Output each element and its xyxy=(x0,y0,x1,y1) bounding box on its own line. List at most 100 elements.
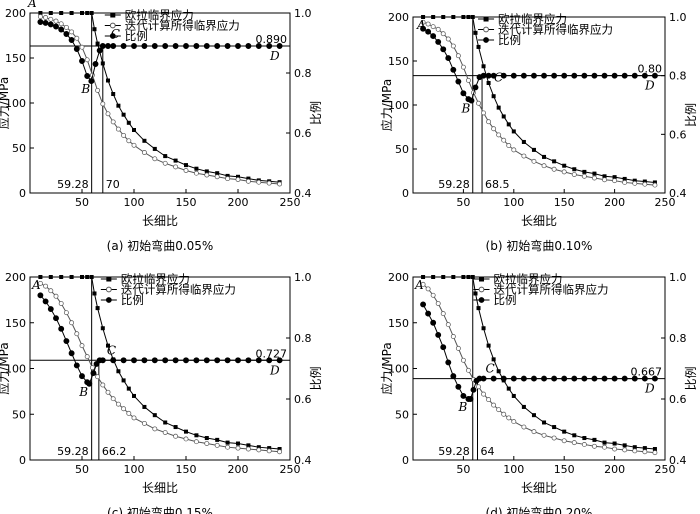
point-iterative xyxy=(435,301,441,306)
point-euler xyxy=(89,11,94,16)
point-iterative xyxy=(141,150,147,155)
lambda-c-label: 66.2 xyxy=(102,445,127,458)
point-ratio xyxy=(631,72,638,79)
point-ratio xyxy=(641,72,648,79)
point-euler xyxy=(441,15,446,20)
y-left-axis-label: 应力/MPa xyxy=(0,342,11,394)
point-iterative xyxy=(501,137,507,143)
y-right-tick-label: 0.4 xyxy=(294,187,312,200)
point-ratio xyxy=(92,61,99,67)
point-ratio xyxy=(224,43,231,49)
x-tick-label: 150 xyxy=(176,463,197,476)
point-iterative xyxy=(440,31,446,37)
x-tick-label: 100 xyxy=(503,196,524,209)
point-label-D: D xyxy=(644,382,655,396)
point-ratio xyxy=(63,338,70,344)
point-label-C: C xyxy=(107,343,116,357)
y-right-tick-label: 0.8 xyxy=(294,332,312,345)
point-iterative xyxy=(551,166,557,172)
point-iterative xyxy=(602,177,607,183)
point-iterative xyxy=(84,57,90,63)
point-euler xyxy=(106,78,111,83)
point-euler xyxy=(236,441,241,446)
point-iterative xyxy=(561,438,567,444)
point-ratio xyxy=(235,357,241,364)
point-euler xyxy=(421,15,426,20)
point-euler xyxy=(441,274,446,279)
point-iterative xyxy=(460,64,466,70)
point-euler xyxy=(152,146,157,151)
point-euler xyxy=(582,436,587,441)
point-euler xyxy=(89,274,94,279)
point-iterative xyxy=(632,448,638,454)
point-iterative xyxy=(531,429,537,435)
point-iterative xyxy=(455,53,461,59)
point-iterative xyxy=(152,426,158,432)
point-iterative xyxy=(571,440,577,446)
point-ratio xyxy=(430,33,437,40)
point-iterative xyxy=(511,147,517,153)
point-iterative xyxy=(491,126,497,132)
point-ratio xyxy=(460,90,467,97)
point-iterative xyxy=(541,163,547,169)
point-label-D: D xyxy=(269,49,280,63)
point-iterative xyxy=(652,450,658,456)
chart-caption: (c) 初始弯曲0.15% xyxy=(107,505,213,514)
y-right-axis-label: 比例 xyxy=(684,103,698,127)
point-iterative xyxy=(235,177,241,182)
y-left-tick-label: 150 xyxy=(388,55,409,68)
y-right-tick-label: 0.8 xyxy=(294,67,312,80)
legend-label: 迭代计算所得临界应力 xyxy=(494,283,609,297)
lambda-c-label: 64 xyxy=(481,445,495,458)
point-label-A: A xyxy=(414,278,424,292)
y-left-tick-label: 50 xyxy=(12,142,26,155)
y-left-tick-label: 0 xyxy=(402,187,409,200)
chart-panel-3: 50 100 150 200 250 0 50 100 150 200 0.4 0.6 0.8 1.0 长细… xyxy=(0,271,323,514)
point-ratio xyxy=(435,332,442,338)
point-ratio xyxy=(193,43,200,49)
point-ratio xyxy=(84,73,91,79)
x-tick-label: 100 xyxy=(124,463,145,476)
y-left-tick-label: 0 xyxy=(402,454,409,467)
point-euler xyxy=(592,437,597,442)
point-ratio xyxy=(500,72,507,79)
point-iterative xyxy=(225,444,231,450)
y-right-tick-label: 1.0 xyxy=(669,11,687,24)
point-iterative xyxy=(511,419,517,425)
point-ratio xyxy=(611,72,618,79)
point-euler xyxy=(100,61,105,66)
point-euler xyxy=(204,436,209,441)
point-iterative xyxy=(521,424,527,430)
point-euler xyxy=(612,441,617,446)
lambda-p-label: 59.28 xyxy=(438,178,470,191)
point-euler xyxy=(126,386,131,391)
point-ratio xyxy=(214,43,221,49)
legend-label: 比例 xyxy=(125,29,148,43)
point-euler xyxy=(111,92,116,97)
point-euler xyxy=(511,129,516,134)
y-right-tick-label: 0.4 xyxy=(669,454,687,467)
y-left-tick-label: 50 xyxy=(12,408,26,421)
point-ratio xyxy=(172,43,179,49)
point-iterative xyxy=(48,16,54,22)
lambda-p-label: 59.28 xyxy=(57,445,89,458)
point-ratio xyxy=(42,298,49,305)
point-euler xyxy=(421,274,426,279)
point-iterative xyxy=(591,175,597,181)
point-euler xyxy=(542,154,547,159)
point-ratio xyxy=(472,84,479,91)
legend-marker xyxy=(105,286,112,293)
point-ratio xyxy=(120,43,127,49)
series-line-euler xyxy=(423,16,655,183)
point-ratio xyxy=(500,375,507,382)
point-euler xyxy=(80,11,85,16)
point-iterative xyxy=(126,138,132,144)
y-left-tick-label: 50 xyxy=(395,408,409,421)
point-euler xyxy=(225,440,230,445)
point-ratio xyxy=(425,28,432,35)
point-ratio xyxy=(485,72,492,79)
point-euler xyxy=(142,404,147,409)
point-ratio xyxy=(183,357,189,364)
